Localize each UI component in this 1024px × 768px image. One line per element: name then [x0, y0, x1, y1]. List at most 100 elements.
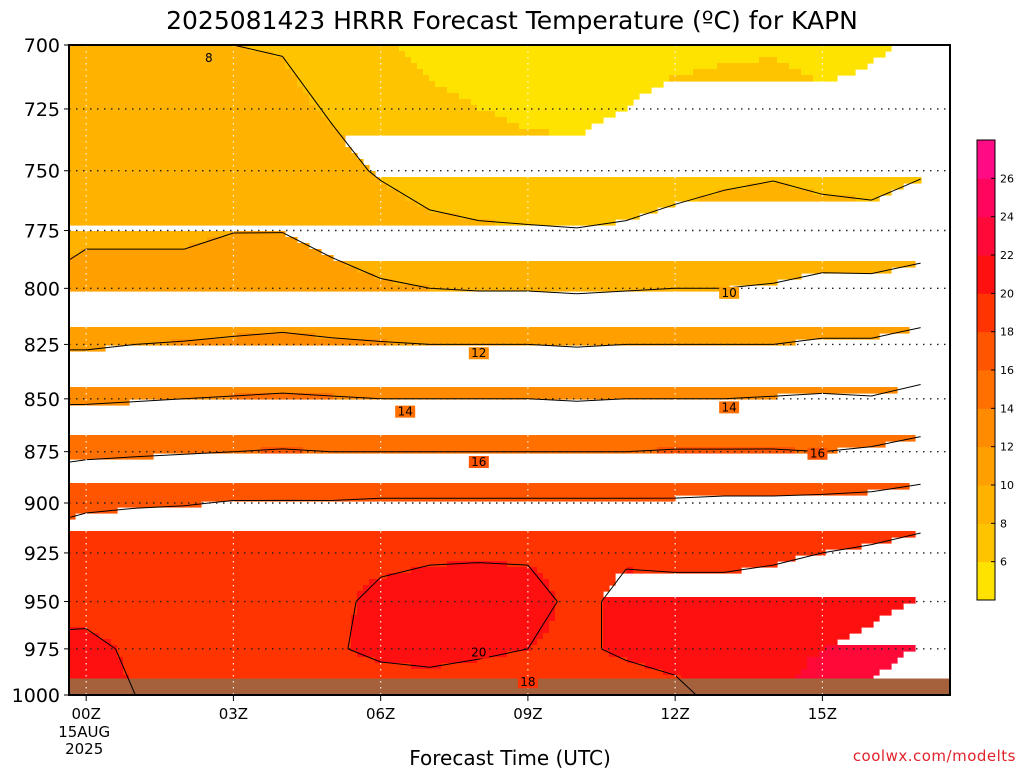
temperature-cell: [399, 45, 892, 52]
temperature-cell: [549, 621, 604, 628]
temperature-cell: [555, 603, 604, 610]
temperature-cell: [375, 657, 478, 664]
temperature-cell: [351, 627, 550, 634]
temperature-cell: [123, 657, 376, 664]
temperature-cell: [69, 333, 238, 340]
temperature-cell: [69, 129, 340, 136]
temperature-cell: [813, 75, 838, 82]
temperature-cell: [69, 195, 406, 202]
isotherm-10: [69, 232, 921, 295]
temperature-cell: [669, 75, 814, 82]
temperature-cell: [495, 111, 616, 118]
colorbar-segment-4: [977, 561, 995, 601]
colorbar-label-6: 6: [1000, 556, 1007, 569]
colorbar-label-20: 20: [1000, 287, 1014, 300]
temperature-cell: [429, 75, 670, 82]
temperature-cell: [603, 597, 916, 604]
contour-label-bg: [807, 447, 828, 460]
temperature-cell: [69, 87, 304, 94]
temperature-cell: [117, 651, 358, 658]
temperature-cell: [345, 261, 916, 268]
temperature-cell: [519, 123, 592, 130]
temperature-cell: [387, 183, 748, 190]
contour-label-bg: [468, 456, 489, 469]
temperature-cell: [69, 669, 124, 676]
temperature-cell: [609, 651, 820, 658]
temperature-cell: [807, 663, 892, 670]
temperature-cell: [357, 651, 508, 658]
temperature-cell: [747, 183, 790, 190]
temperature-cell: [351, 621, 550, 628]
temperature-cell: [117, 645, 352, 652]
temperature-cell: [69, 63, 286, 70]
x-tick-label-09Z: 09Z: [513, 705, 542, 723]
contour-label-16: 16: [471, 455, 486, 469]
temperature-cell: [339, 129, 550, 136]
colorbar-segment-14: [977, 370, 995, 409]
temperature-cell: [69, 531, 916, 538]
temperature-cell: [459, 93, 640, 100]
temperature-cell: [69, 81, 298, 88]
temperature-cell: [357, 597, 556, 604]
temperature-cell: [303, 87, 448, 94]
temperature-cell: [69, 255, 334, 262]
temperature-cell: [315, 105, 478, 112]
temperature-cell: [303, 447, 658, 454]
colorbar-label-8: 8: [1000, 517, 1007, 530]
temperature-cell: [69, 231, 232, 238]
temperature-cell: [69, 579, 370, 586]
temperature-cell: [507, 651, 610, 658]
temperature-cell: [69, 135, 346, 142]
temperature-cell: [387, 573, 544, 580]
temperature-cell: [81, 249, 322, 256]
y-tick-label-925: 925: [24, 543, 60, 565]
temperature-cell: [543, 573, 616, 580]
temperature-cell: [69, 555, 796, 562]
temperature-cell: [69, 663, 124, 670]
temperature-cell: [87, 627, 352, 634]
temperature-cell: [855, 195, 880, 202]
temperature-cell: [627, 657, 808, 664]
temperature-cell: [69, 123, 334, 130]
y-tick-label-775: 775: [24, 220, 60, 242]
temperature-cell: [357, 267, 892, 274]
temperature-cell: [69, 183, 388, 190]
temperature-cell: [189, 243, 310, 250]
temperature-cell: [801, 69, 856, 76]
x-tick-date: 15AUG: [58, 723, 110, 741]
colorbar-label-24: 24: [1000, 211, 1014, 224]
contour-label-10: 10: [721, 286, 736, 300]
credit-link[interactable]: coolwx.com/modelts: [853, 747, 1016, 765]
temperature-cell: [555, 591, 604, 598]
temperature-cell: [327, 117, 508, 124]
contour-label-18: 18: [520, 675, 535, 689]
temperature-cell: [549, 627, 604, 634]
x-tick-label-15Z: 15Z: [808, 705, 837, 723]
temperature-cell: [333, 393, 778, 400]
y-tick-label-975: 975: [24, 639, 60, 661]
temperature-cell: [603, 615, 880, 622]
temperature-cell: [123, 663, 412, 670]
y-tick-label-750: 750: [24, 161, 60, 183]
temperature-cell: [333, 123, 520, 130]
temperature-cell: [249, 45, 400, 52]
temperature-cell: [801, 669, 880, 676]
temperature-cell: [789, 183, 904, 190]
colorbar-segment-8: [977, 485, 995, 524]
temperature-cell: [357, 609, 556, 616]
temperature-cell: [393, 279, 778, 286]
temperature-cell: [471, 99, 634, 106]
temperature-cell: [69, 435, 916, 442]
temperature-cell: [69, 327, 910, 334]
temperature-cell: [681, 675, 796, 682]
contour-label-20: 20: [471, 646, 486, 660]
temperature-cell: [717, 189, 814, 196]
x-tick-label-06Z: 06Z: [366, 705, 395, 723]
temperature-cell: [819, 651, 904, 658]
colorbar-segment-12: [977, 408, 995, 448]
temperature-cell: [69, 159, 364, 166]
temperature-cell: [627, 567, 634, 574]
temperature-cell: [69, 93, 310, 100]
temperature-cell: [459, 213, 640, 220]
